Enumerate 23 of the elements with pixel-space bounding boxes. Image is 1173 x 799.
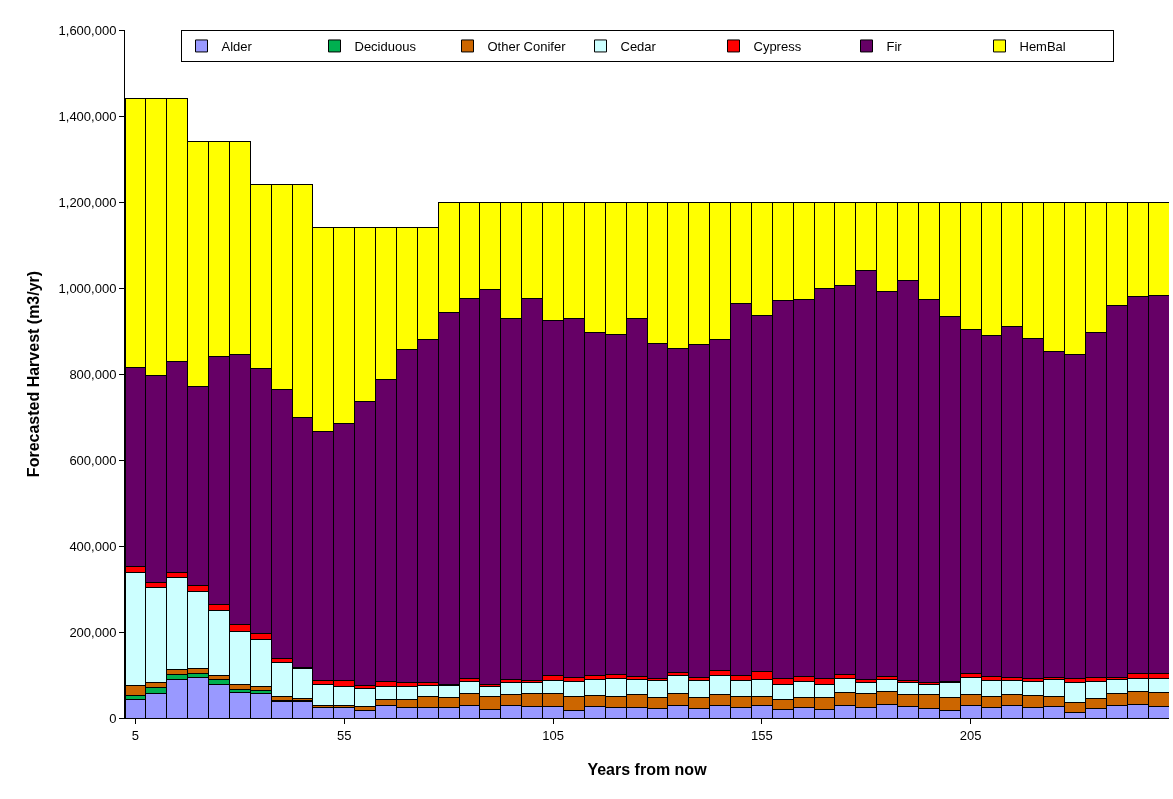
legend-label: Cedar xyxy=(620,39,657,55)
y-tick-label: 400,000 xyxy=(69,538,117,554)
x-tick-label: 5 xyxy=(131,727,140,743)
y-tick-label: 0 xyxy=(109,710,117,726)
y-tick-label: 1,200,000 xyxy=(58,194,117,210)
legend-label: Deciduous xyxy=(354,39,417,55)
legend-label: HemBal xyxy=(1019,39,1066,55)
legend-label: Fir xyxy=(886,39,903,55)
y-tick-label: 200,000 xyxy=(69,624,117,640)
y-tick-label: 1,400,000 xyxy=(58,108,117,124)
x-axis-title: Years from now xyxy=(587,761,708,779)
legend-label: Alder xyxy=(221,39,253,55)
x-tick-label: 105 xyxy=(542,727,564,743)
y-tick-label: 800,000 xyxy=(69,366,117,382)
legend-label: Other Conifer xyxy=(487,39,567,55)
y-axis-title: Forecasted Harvest (m3/yr) xyxy=(25,270,43,478)
y-tick-label: 1,600,000 xyxy=(58,22,117,38)
x-tick-label: 205 xyxy=(959,727,982,743)
x-tick-label: 155 xyxy=(750,727,773,743)
y-tick-label: 600,000 xyxy=(69,452,117,468)
y-tick-label: 1,000,000 xyxy=(58,280,117,296)
legend-label: Cypress xyxy=(753,39,802,55)
x-tick-label: 55 xyxy=(337,727,352,743)
